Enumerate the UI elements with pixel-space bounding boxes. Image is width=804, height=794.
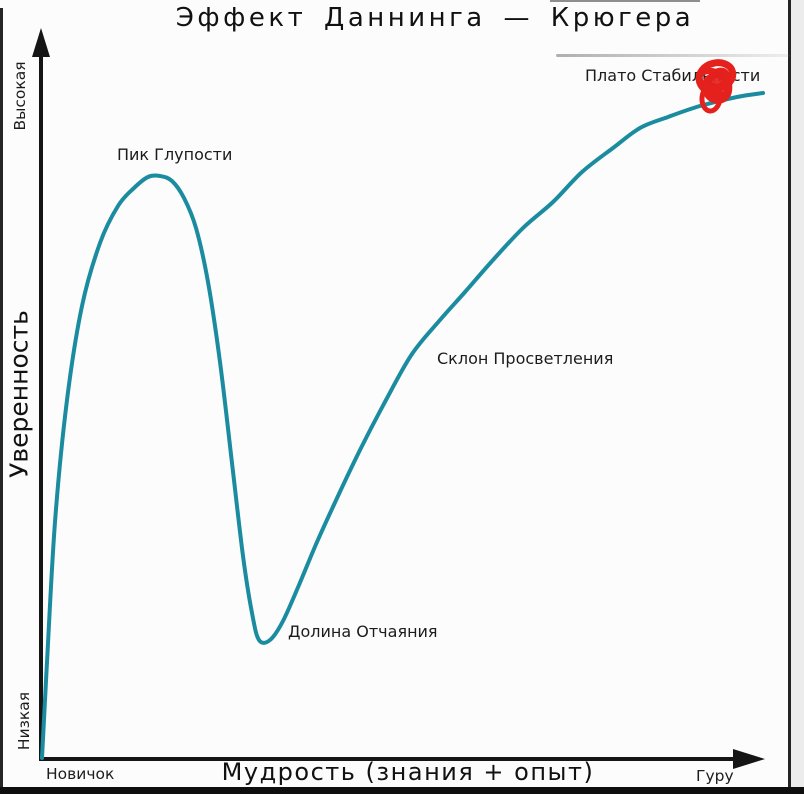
photo-border-bottom [0, 787, 804, 794]
photo-border-right [788, 0, 791, 787]
photo-border-left [0, 8, 3, 794]
x-tick-novice: Новичок [46, 765, 115, 783]
annotation-slope-of-enlightenment: Склон Просветления [437, 349, 614, 368]
annotation-valley-of-despair: Долина Отчаяния [288, 622, 438, 641]
annotation-peak-of-stupidity: Пик Глупости [117, 145, 233, 164]
x-axis-arrowhead-icon [733, 749, 765, 769]
x-axis-label: Мудрость (знания + опыт) [221, 758, 595, 786]
photo-margin-right [791, 0, 804, 787]
chart-title: Эффект Даннинга — Крюгера [175, 3, 695, 33]
y-tick-low: Низкая [15, 691, 33, 751]
photo-artifact-streak [556, 54, 790, 57]
annotation-plateau-of-stability: Плато Стабильности [585, 66, 761, 85]
photo-artifact-top-edge [550, 0, 700, 2]
y-axis-arrowhead-icon [32, 28, 50, 57]
x-tick-guru: Гуру [696, 767, 734, 785]
y-axis-label: Уверенность [4, 310, 34, 478]
y-tick-high: Высокая [11, 61, 29, 131]
confidence-curve [40, 91, 765, 760]
